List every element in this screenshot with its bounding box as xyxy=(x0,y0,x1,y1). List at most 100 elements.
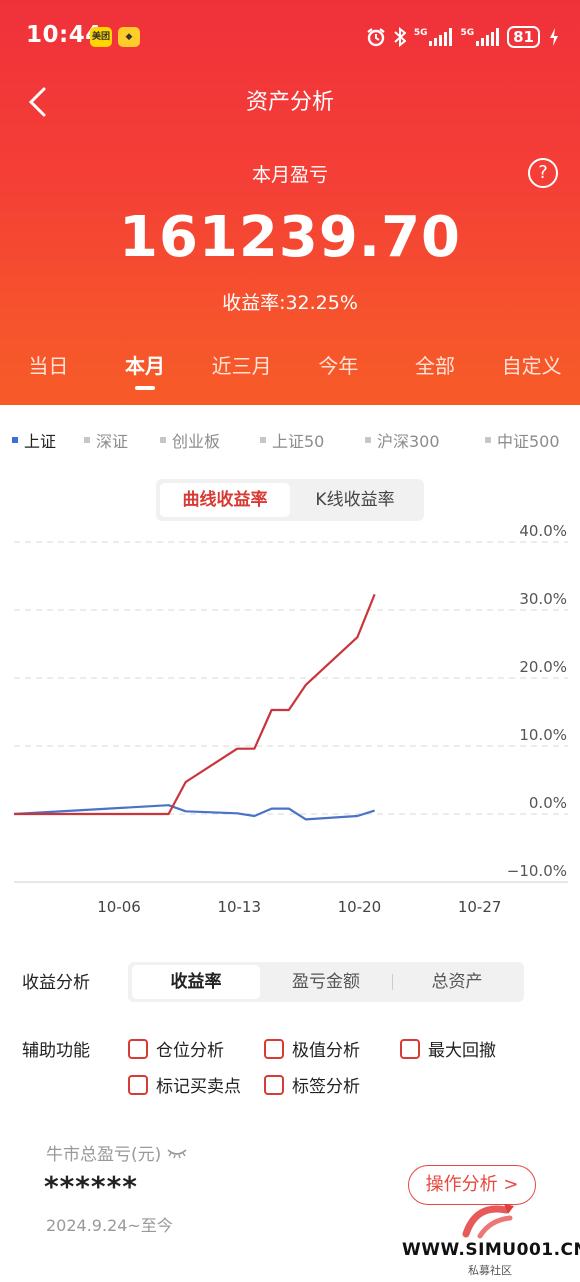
x-tick-label: 10-20 xyxy=(338,898,382,916)
index-chinext[interactable]: 创业板 xyxy=(160,428,220,452)
clock: 10:44 xyxy=(26,22,102,48)
eye-closed-icon[interactable] xyxy=(167,1147,187,1159)
bluetooth-icon xyxy=(394,27,406,47)
tab-divider xyxy=(392,974,393,990)
tab-three-months[interactable]: 近三月 xyxy=(193,350,290,390)
aux-label: 辅助功能 xyxy=(22,1041,90,1061)
page-title: 资产分析 xyxy=(245,90,334,115)
help-icon[interactable]: ? xyxy=(528,158,558,188)
checkbox-label: 最大回撤 xyxy=(428,1041,496,1061)
tab-label: 近三月 xyxy=(211,354,272,378)
x-tick-label: 10-13 xyxy=(217,898,261,916)
nav-bar: 资产分析 xyxy=(0,74,580,126)
extreme-analysis-checkbox[interactable]: 极值分析 xyxy=(264,1036,360,1061)
tab-pnl-amount[interactable]: 盈亏金额 xyxy=(292,972,360,992)
status-icons: 5G 5G 81 xyxy=(366,24,560,50)
status-bar: 10:44 美团 ◆ 5G 5G 81 xyxy=(0,0,580,74)
back-arrow-icon[interactable] xyxy=(24,86,52,118)
battery-icon: 81 xyxy=(507,26,540,48)
index-label: 创业板 xyxy=(172,432,221,451)
position-analysis-checkbox[interactable]: 仓位分析 xyxy=(128,1036,224,1061)
index-label: 深证 xyxy=(96,432,129,451)
legend-marker xyxy=(12,437,18,443)
tab-label: 自定义 xyxy=(501,354,562,378)
watermark: WWW.SIMU001.CN 私募社区 xyxy=(400,1200,580,1282)
index-label: 上证50 xyxy=(272,432,325,451)
y-tick-label: 10.0% xyxy=(519,726,567,744)
index-szse[interactable]: 深证 xyxy=(84,428,128,452)
y-tick-label: 0.0% xyxy=(529,794,567,812)
tab-this-year[interactable]: 今年 xyxy=(290,350,387,390)
checkbox-label: 仓位分析 xyxy=(156,1041,224,1061)
analysis-label: 收益分析 xyxy=(22,973,90,993)
legend-marker xyxy=(160,437,166,443)
month-pnl-label: 本月盈亏 xyxy=(251,164,328,186)
watermark-url: WWW.SIMU001.CN xyxy=(402,1240,580,1260)
y-tick-label: 20.0% xyxy=(519,658,567,676)
x-tick-label: 10-06 xyxy=(97,898,141,916)
index-label: 中证500 xyxy=(497,432,560,451)
y-tick-label: −10.0% xyxy=(507,862,567,880)
signal-1-icon: 5G xyxy=(414,28,453,46)
header-panel: 10:44 美团 ◆ 5G 5G 81 资产分析 本月盈亏 ? 161239.7… xyxy=(0,0,580,405)
trade-points-checkbox[interactable]: 标记买卖点 xyxy=(128,1072,241,1097)
tab-label: 今年 xyxy=(318,354,359,378)
watermark-logo xyxy=(462,1204,514,1239)
watermark-sub: 私募社区 xyxy=(468,1264,512,1277)
tag-analysis-checkbox[interactable]: 标签分析 xyxy=(264,1072,360,1097)
y-tick-label: 40.0% xyxy=(519,522,567,540)
checkbox-label: 极值分析 xyxy=(292,1041,360,1061)
legend-marker xyxy=(260,437,266,443)
index-sse[interactable]: 上证 xyxy=(12,428,56,452)
portfolio-line xyxy=(14,593,376,816)
legend-marker xyxy=(84,437,90,443)
chart-type-toggle: 曲线收益率 K线收益率 xyxy=(156,479,424,521)
index-csi300[interactable]: 沪深300 xyxy=(365,428,440,452)
checkbox-box xyxy=(128,1038,148,1059)
kline-return-option[interactable]: K线收益率 xyxy=(315,490,395,510)
index-selector: 上证 深证 创业板 上证50 沪深300 中证500 xyxy=(0,428,580,452)
legend-marker xyxy=(485,437,491,443)
network-type-1: 5G xyxy=(413,28,428,38)
checkbox-box xyxy=(128,1074,148,1095)
checkbox-box xyxy=(264,1038,284,1059)
return-rate: 收益率:32.25% xyxy=(222,292,358,314)
app-notification-icon: ◆ xyxy=(118,27,140,47)
tab-label: 当日 xyxy=(28,354,69,378)
checkbox-label: 标记买卖点 xyxy=(156,1077,241,1097)
checkbox-box xyxy=(264,1074,284,1095)
network-type-2: 5G xyxy=(460,28,475,38)
tab-label: 全部 xyxy=(415,354,456,378)
analysis-tabs: 收益率 盈亏金额 总资产 xyxy=(128,962,524,1002)
tab-this-month[interactable]: 本月 xyxy=(97,350,194,390)
curve-return-option[interactable]: 曲线收益率 xyxy=(160,483,290,517)
tab-total-assets[interactable]: 总资产 xyxy=(431,972,483,992)
date-range: 2024.9.24~至今 xyxy=(46,1216,173,1235)
masked-pnl-value: ****** xyxy=(44,1170,138,1203)
bull-label-text: 牛市总盈亏(元) xyxy=(46,1145,162,1165)
alarm-icon xyxy=(367,28,385,47)
signal-2-icon: 5G xyxy=(460,28,500,46)
active-tab-indicator xyxy=(135,386,155,390)
index-csi500[interactable]: 中证500 xyxy=(485,428,560,452)
tab-label: 本月 xyxy=(125,354,165,378)
tab-custom[interactable]: 自定义 xyxy=(483,350,580,390)
y-tick-label: 30.0% xyxy=(519,590,567,608)
legend-marker xyxy=(365,437,371,443)
tab-all[interactable]: 全部 xyxy=(387,350,484,390)
return-chart: 40.0% 30.0% 20.0% 10.0% 0.0% −10.0% 10-06 10-13… xyxy=(13,522,568,916)
bull-market-pnl-label: 牛市总盈亏(元) xyxy=(46,1140,187,1165)
period-tabs: 当日 本月 近三月 今年 全部 自定义 xyxy=(0,350,580,390)
tab-return-rate[interactable]: 收益率 xyxy=(132,965,260,999)
index-label: 沪深300 xyxy=(377,432,440,451)
x-tick-label: 10-27 xyxy=(458,898,502,916)
index-line xyxy=(13,804,375,821)
checkbox-box xyxy=(400,1038,420,1059)
month-pnl-amount: 161239.70 xyxy=(119,205,461,270)
index-sse50[interactable]: 上证50 xyxy=(260,428,324,452)
operation-analysis-button[interactable]: 操作分析 > xyxy=(408,1165,536,1205)
tab-today[interactable]: 当日 xyxy=(0,350,97,390)
meituan-icon: 美团 xyxy=(90,27,112,47)
max-drawdown-checkbox[interactable]: 最大回撤 xyxy=(400,1036,496,1061)
charging-icon xyxy=(550,28,558,46)
